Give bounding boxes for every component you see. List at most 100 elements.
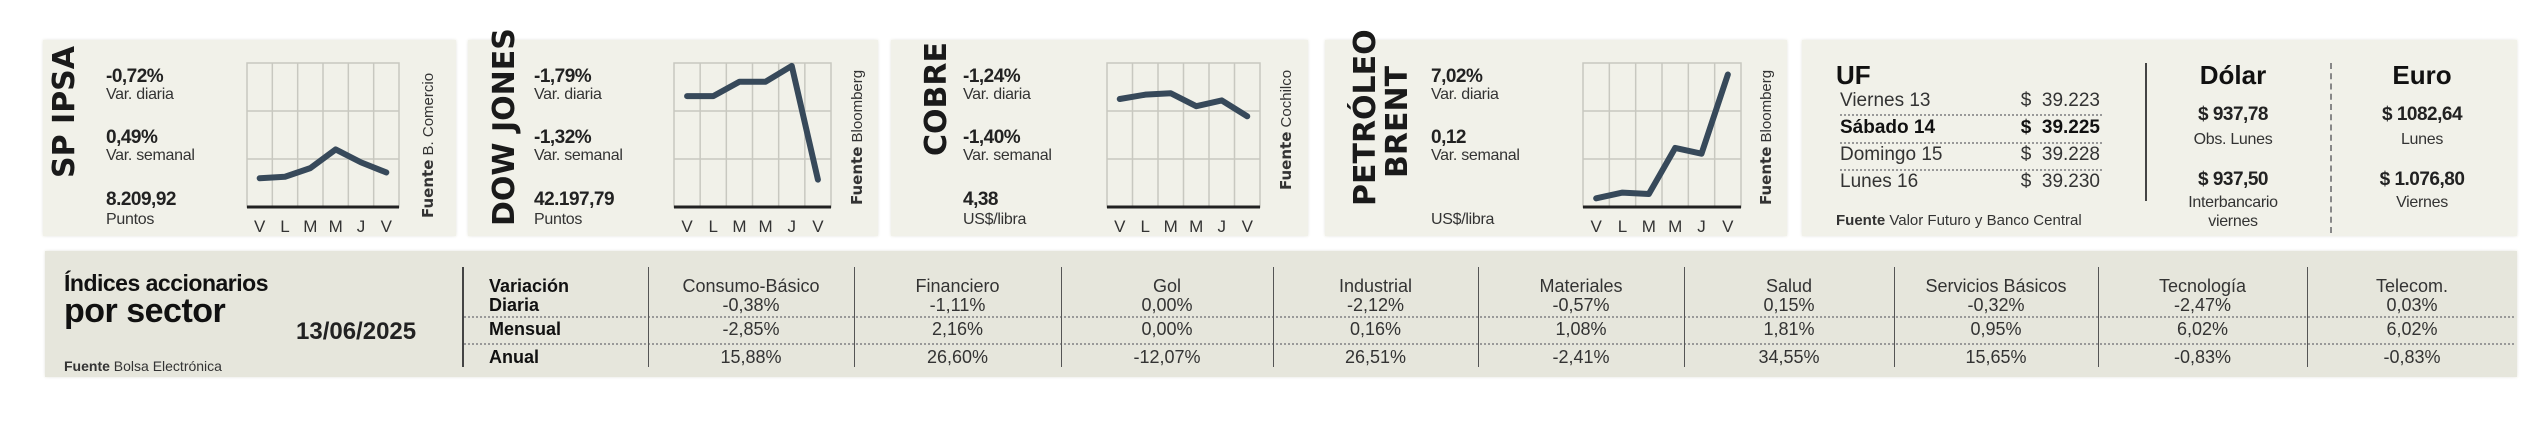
x-tick-label: J [1218, 217, 1227, 236]
x-tick-label: M [1668, 217, 1682, 236]
uf-day: Domingo 15 [1840, 144, 1943, 165]
data-point [1621, 191, 1624, 194]
sector-column-header: Telecom. [2375, 276, 2449, 296]
divider [1840, 114, 2102, 116]
sector-cell: -2,41% [1552, 347, 1610, 367]
data-point [816, 178, 819, 181]
sector-cell: 0,00% [1141, 295, 1193, 315]
sector-cell: 0,16% [1349, 319, 1402, 339]
uf-row: Lunes 16 $ 39.230 [1840, 171, 2100, 193]
uf-row: Domingo 15 $ 39.228 [1840, 144, 2100, 166]
sector-column-header: Tecnología [2158, 276, 2247, 296]
divider [2145, 63, 2147, 201]
source-name: Cochilco [1278, 69, 1295, 128]
row-header: Variación [489, 276, 570, 296]
series-line [684, 62, 821, 183]
source-label: Fuente [1757, 146, 1775, 205]
data-point [1220, 99, 1223, 102]
uf-row: Viernes 13 $ 39.223 [1840, 90, 2100, 112]
dow-jones-weekly-label: Var. semanal [534, 147, 623, 164]
source-name: B. Comercio [420, 72, 437, 156]
sector-column-header: Industrial [1338, 276, 1413, 296]
data-point [1118, 98, 1121, 100]
sector-cell: -0,83% [2173, 347, 2232, 367]
sector-cell: 1,81% [1763, 319, 1815, 339]
x-tick-label: V [381, 217, 393, 236]
column-divider [1478, 267, 1479, 367]
petroleo-brent-title: PETRÓLEO BRENT [1348, 29, 1415, 206]
sp-ipsa-daily-label: Var. diaria [106, 86, 174, 103]
cobre-title: COBRE [919, 42, 954, 156]
dow-jones-value: 42.197,79 [534, 189, 615, 210]
uf-value: 39.225 [2041, 117, 2100, 138]
source-label: Fuente [848, 146, 866, 205]
petroleo-brent-daily: 7,02% [1431, 66, 1483, 87]
uf-amount: $ 39.228 [2021, 144, 2100, 166]
sector-cell: 0,95% [1970, 319, 2022, 339]
x-tick-label: V [254, 217, 266, 236]
uf-value: 39.228 [2041, 144, 2100, 165]
brent-title-line: BRENT [1379, 65, 1415, 178]
currency-panel [1802, 40, 2517, 236]
x-tick-label: V [1722, 217, 1734, 236]
sector-cell: 1,08% [1555, 319, 1607, 339]
sector-column-header: Materiales [1539, 276, 1623, 296]
uf-source: Fuente Valor Futuro y Banco Central [1836, 212, 2082, 229]
data-point [1144, 93, 1147, 96]
data-point [334, 148, 337, 151]
source-label: Fuente [1836, 212, 1886, 229]
series-line [256, 146, 390, 182]
x-tick-label: M [1164, 217, 1178, 236]
dolar-interbancario: $ 937,50 [2198, 169, 2268, 190]
sector-cell: -0,57% [1552, 295, 1610, 315]
uf-value: 39.223 [2041, 90, 2100, 111]
petroleo-brent-unit: US$/libra [1431, 211, 1495, 228]
sector-date: 13/06/2025 [296, 318, 417, 345]
sector-column-header: Gol [1152, 276, 1182, 296]
sp-ipsa-weekly-label: Var. semanal [106, 147, 195, 164]
uf-amount: $ 39.223 [2021, 90, 2100, 112]
column-divider [1273, 267, 1274, 367]
x-tick-label: V [812, 217, 824, 236]
series-line [1593, 71, 1731, 202]
sector-cell: -0,38% [722, 295, 780, 315]
sector-cell: 0,03% [2386, 295, 2438, 315]
uf-row-current: Sábado 14 $ 39.225 [1840, 117, 2100, 139]
sp-ipsa-title: SP IPSA [47, 45, 82, 178]
uf-currency: $ [2020, 117, 2032, 138]
sp-ipsa-panel [43, 40, 456, 236]
cobre-daily: -1,24% [963, 66, 1021, 87]
cobre-daily-label: Var. diaria [963, 86, 1031, 103]
x-tick-label: M [329, 217, 343, 236]
sector-cell: 0,15% [1763, 295, 1815, 315]
uf-day: Viernes 13 [1840, 90, 1931, 111]
dow-jones-source: Fuente Bloomberg [848, 69, 866, 205]
series-line [1116, 90, 1251, 120]
data-point [309, 167, 312, 170]
petroleo-brent-panel [1325, 40, 1787, 236]
uf-day: Sábado 14 [1840, 117, 1936, 138]
source-name: Bloomberg [849, 69, 866, 143]
row-label-diaria: Diaria [489, 295, 540, 315]
row-label-mensual: Mensual [489, 319, 562, 339]
sector-source: Fuente Bolsa Electrónica [64, 358, 222, 374]
data-point [385, 171, 388, 174]
dolar-interbancario-label: Interbancario [2188, 194, 2278, 211]
cobre-value: 4,38 [963, 189, 998, 210]
data-point [1195, 105, 1198, 108]
sector-title-line1: Índices accionarios [64, 270, 268, 296]
sector-cell: -12,07% [1133, 347, 1201, 367]
sector-cell: 2,16% [931, 319, 984, 339]
sp-ipsa-source: Fuente B. Comercio [419, 72, 437, 218]
source-name: Bloomberg [1758, 69, 1775, 143]
petroleo-brent-weekly-label: Var. semanal [1431, 147, 1520, 164]
divider [2330, 63, 2332, 233]
data-point [738, 80, 741, 83]
sector-cell: 26,60% [926, 347, 989, 367]
cobre-unit: US$/libra [963, 211, 1027, 228]
sector-title-line2: por sector [64, 292, 226, 330]
x-tick-label: V [681, 217, 693, 236]
